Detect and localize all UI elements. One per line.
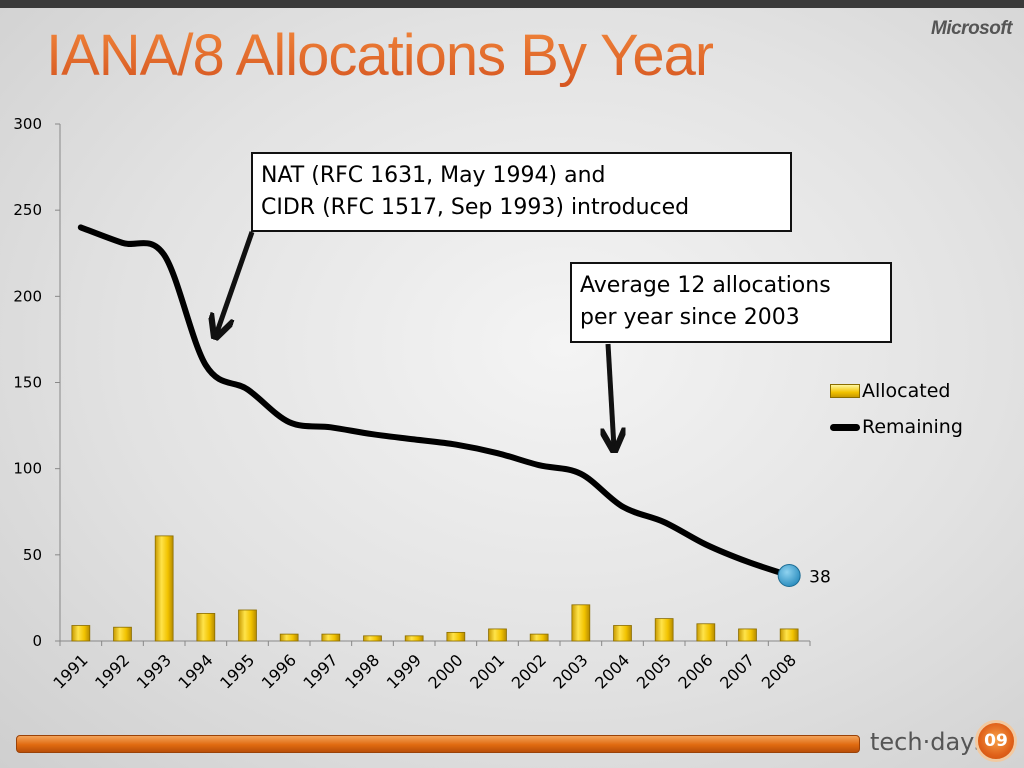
callout-arrows [216,231,614,448]
x-tick-label: 2002 [508,650,550,692]
bar-allocated [196,613,216,642]
chart-axes [55,123,811,646]
y-tick-label: 200 [13,287,42,305]
arrow-nat [216,231,255,335]
legend-line-swatch [830,423,860,431]
x-tick-label: 2004 [591,650,633,692]
x-tick-label: 2008 [758,650,800,692]
y-tick-label: 50 [23,546,42,564]
x-tick-label: 1993 [133,650,175,692]
slide-title: IANA/8 Allocations By Year [46,23,714,88]
bar-allocated [571,604,591,642]
bar-allocated [488,628,507,642]
y-tick-label: 100 [13,460,42,478]
x-tick-label: 1996 [258,650,300,692]
y-tick-label: 150 [13,374,42,392]
bar-allocated [738,628,757,642]
end-marker-dot [777,564,801,588]
y-tick-label: 300 [13,115,42,133]
top-bar [0,0,1024,8]
bar-allocated [446,631,466,642]
techdays-logo: tech·days [870,728,987,756]
bar-allocated [238,609,257,642]
remaining-line [77,224,793,579]
x-tick-label: 2003 [549,650,591,692]
bar-allocated [404,635,424,642]
bar-allocated [71,625,91,642]
bar-allocated [613,625,632,642]
microsoft-logo: Microsoft [931,18,1013,39]
arrow-average [608,343,614,448]
legend-bar-swatch [830,384,860,398]
allocated-bars [71,535,799,642]
legend-item-allocated: Allocated [830,380,950,402]
bar-allocated [154,535,174,642]
bar-allocated [113,626,132,642]
techdays-badge-icon: 09 [975,720,1017,762]
x-tick-label: 2000 [424,650,466,692]
bar-allocated [654,618,674,642]
bar-allocated [279,633,299,642]
y-tick-label: 0 [32,632,42,650]
legend-item-remaining: Remaining [830,416,963,438]
bar-allocated [363,635,382,642]
bar-allocated [529,633,549,642]
x-tick-label: 2005 [633,650,675,692]
x-tick-label: 2006 [674,650,716,692]
x-tick-label: 1992 [91,650,133,692]
nat-cidr-callout: NAT (RFC 1631, May 1994) and CIDR (RFC 1… [251,152,792,232]
bar-allocated [696,623,716,642]
bar-allocated [321,633,341,642]
x-tick-label: 2007 [716,650,758,692]
x-tick-label: 1998 [341,650,383,692]
x-tick-label: 1991 [49,650,91,692]
x-tick-label: 1997 [299,650,341,692]
x-tick-label: 1994 [174,650,216,692]
x-tick-label: 1995 [216,650,258,692]
x-tick-label: 1999 [383,650,425,692]
data-label-38: 38 [809,568,831,588]
footer-bar [16,735,860,753]
legend-label-remaining: Remaining [862,416,963,438]
line-remaining [77,224,793,579]
x-tick-label: 2001 [466,650,508,692]
y-tick-label: 250 [13,201,42,219]
legend-label-allocated: Allocated [862,380,951,402]
average-allocations-callout: Average 12 allocations per year since 20… [570,262,892,343]
y-axis-labels: 0 50 100 150 200 250 300 [13,115,42,650]
bar-allocated [779,628,799,642]
x-axis-labels: 1991 1992 1993 1994 1995 1996 1997 1998 1999 2000… [49,650,800,692]
chart-annotations: 38 [777,564,831,588]
